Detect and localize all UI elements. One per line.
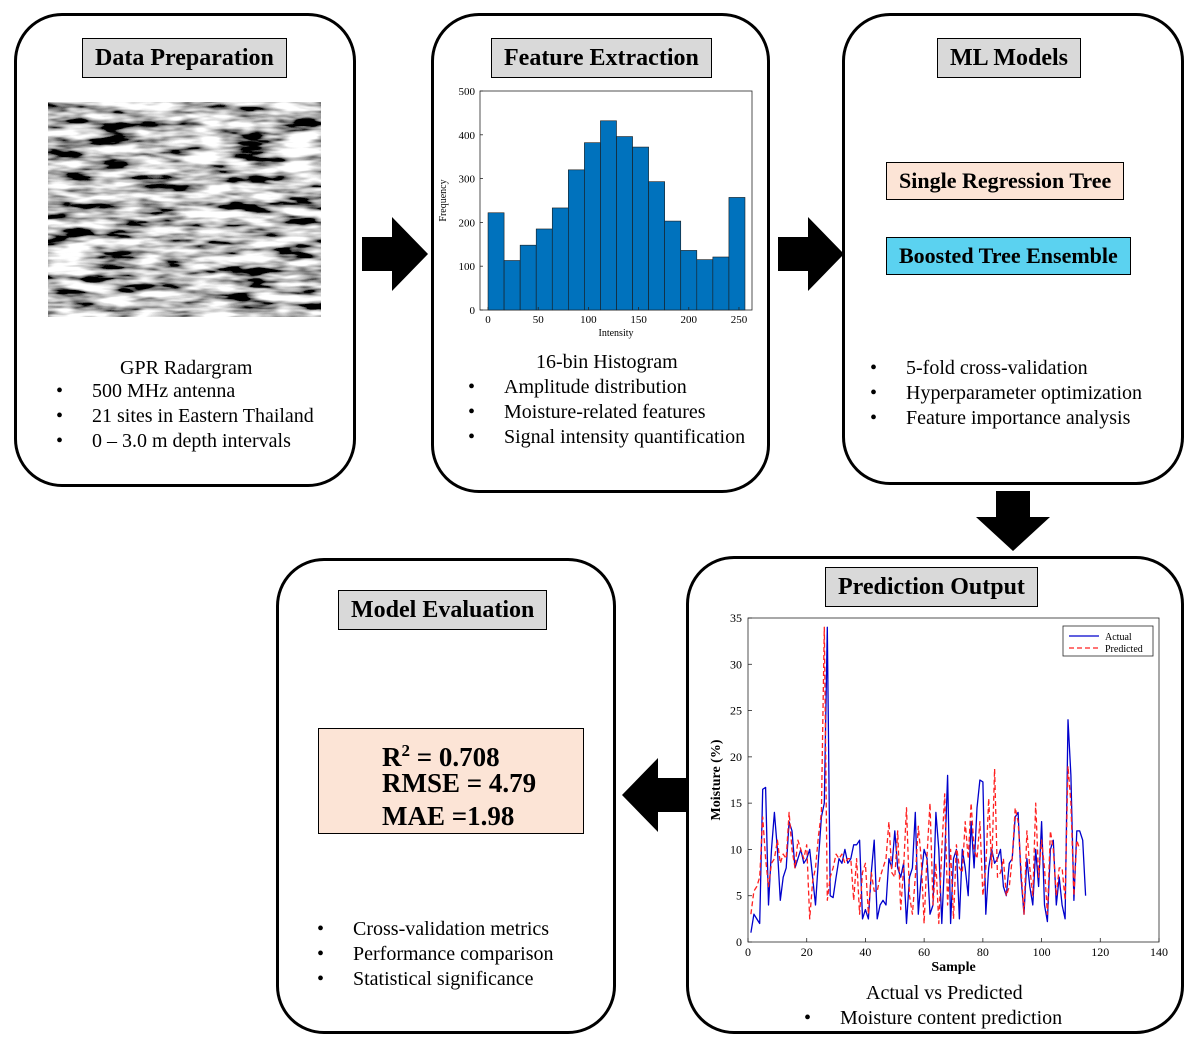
model-evaluation-title: Model Evaluation xyxy=(338,590,548,630)
histogram-bar xyxy=(728,197,746,311)
plot-area xyxy=(747,617,1160,943)
list-item: 500 MHz antenna xyxy=(52,379,314,404)
histogram-bar xyxy=(712,256,730,311)
histogram-bar xyxy=(600,120,617,311)
x-tick-label: 250 xyxy=(731,314,748,326)
list-item: 21 sites in Eastern Thailand xyxy=(52,404,314,429)
histogram-bar xyxy=(680,250,698,311)
x-tick-label: 120 xyxy=(1091,945,1109,959)
r2-metric: R2 = 0.708 xyxy=(382,734,500,774)
r2-superscript: 2 xyxy=(401,741,411,760)
list-item: Hyperparameter optimization xyxy=(866,381,1142,406)
histogram-bar xyxy=(487,212,505,311)
arrow-right-icon xyxy=(362,217,428,291)
x-tick-label: 140 xyxy=(1150,945,1168,959)
y-tick-label: 20 xyxy=(730,750,742,764)
y-tick-label: 100 xyxy=(459,261,476,273)
y-tick-label: 200 xyxy=(459,217,476,229)
x-tick-label: 200 xyxy=(681,314,698,326)
list-item: Signal intensity quantification xyxy=(464,425,745,450)
y-axis-label: Moisture (%) xyxy=(709,739,724,820)
metrics-box xyxy=(318,728,584,834)
x-tick-label: 20 xyxy=(801,945,813,959)
list-item: Cross-validation metrics xyxy=(313,917,553,942)
histogram-bar xyxy=(503,260,521,311)
y-tick-label: 0 xyxy=(470,305,476,317)
histogram-bar xyxy=(551,207,569,311)
histogram-bar xyxy=(648,181,665,311)
prediction-output-bullets: Moisture content prediction xyxy=(800,1006,1062,1031)
list-item: Statistical significance xyxy=(313,967,553,992)
arrow-left-icon xyxy=(622,758,688,832)
gpr-radargram-image xyxy=(48,102,321,317)
x-tick-label: 100 xyxy=(580,314,597,326)
list-item: Performance comparison xyxy=(313,942,553,967)
feature-extraction-bullets: Amplitude distribution Moisture-related … xyxy=(464,375,745,450)
histogram-bar xyxy=(696,259,714,311)
list-item: Moisture-related features xyxy=(464,400,745,425)
rmse-metric: RMSE = 4.79 xyxy=(382,768,537,798)
data-preparation-subtitle: GPR Radargram xyxy=(120,357,253,379)
intensity-histogram: 0 50 100 150 200 250 0 100 200 300 400 500 Intensity… xyxy=(438,86,753,339)
y-axis-label: Frequency xyxy=(438,179,449,221)
y-tick-label: 25 xyxy=(730,704,742,718)
y-tick-label: 400 xyxy=(459,130,476,142)
list-item: Feature importance analysis xyxy=(866,406,1142,431)
r2-label: R xyxy=(382,742,402,772)
feature-extraction-title: Feature Extraction xyxy=(491,38,712,78)
arrow-down-icon xyxy=(976,491,1050,551)
list-item: 5-fold cross-validation xyxy=(866,356,1142,381)
histogram-bar xyxy=(632,146,649,311)
x-axis-label: Intensity xyxy=(599,328,634,339)
data-preparation-bullets: 500 MHz antenna 21 sites in Eastern Thai… xyxy=(52,379,314,454)
x-tick-label: 150 xyxy=(630,314,647,326)
y-tick-label: 5 xyxy=(736,889,742,903)
histogram-bar xyxy=(584,142,601,311)
arrow-right-icon xyxy=(778,217,844,291)
x-tick-label: 80 xyxy=(977,945,989,959)
y-tick-label: 30 xyxy=(730,657,742,671)
mae-metric: MAE =1.98 xyxy=(382,801,515,831)
single-regression-tree-box: Single Regression Tree xyxy=(886,162,1125,200)
list-item: 0 – 3.0 m depth intervals xyxy=(52,429,314,454)
y-tick-label: 0 xyxy=(736,935,742,949)
x-tick-label: 50 xyxy=(533,314,545,326)
x-tick-label: 60 xyxy=(918,945,930,959)
histogram-bar xyxy=(568,169,585,311)
list-item: Moisture content prediction xyxy=(800,1006,1062,1031)
y-tick-label: 10 xyxy=(730,842,742,856)
y-tick-label: 500 xyxy=(459,86,476,98)
histogram-bar xyxy=(535,228,553,311)
y-tick-label: 300 xyxy=(459,174,476,186)
legend-label: Predicted xyxy=(1105,644,1143,655)
model-evaluation-bullets: Cross-validation metrics Performance com… xyxy=(313,917,553,992)
ml-models-title: ML Models xyxy=(937,38,1081,78)
x-tick-label: 100 xyxy=(1033,945,1051,959)
histogram-bar xyxy=(616,136,633,311)
boosted-tree-ensemble-box: Boosted Tree Ensemble xyxy=(886,237,1131,275)
legend-label: Actual xyxy=(1105,632,1132,643)
x-tick-label: 0 xyxy=(485,314,491,326)
prediction-output-title: Prediction Output xyxy=(825,567,1038,607)
series-line-predicted xyxy=(750,626,1081,925)
legend-box xyxy=(1062,625,1154,657)
histogram-bar xyxy=(664,220,682,311)
y-tick-label: 35 xyxy=(730,611,742,625)
y-tick-label: 15 xyxy=(730,796,742,810)
ml-models-bullets: 5-fold cross-validation Hyperparameter o… xyxy=(866,356,1142,431)
prediction-output-subtitle: Actual vs Predicted xyxy=(866,982,1023,1004)
feature-extraction-subtitle: 16-bin Histogram xyxy=(536,351,678,373)
list-item: Amplitude distribution xyxy=(464,375,745,400)
histogram-bar xyxy=(519,244,537,311)
actual-vs-predicted-chart: 0 20 40 60 80 100 120 140 0 5 10 15 20 25 30 35 Sample Mo… xyxy=(709,611,1168,975)
r2-value: = 0.708 xyxy=(410,742,500,772)
x-tick-label: 40 xyxy=(859,945,871,959)
data-preparation-title: Data Preparation xyxy=(82,38,287,78)
x-axis-label: Sample xyxy=(931,960,975,975)
x-tick-label: 0 xyxy=(745,945,751,959)
